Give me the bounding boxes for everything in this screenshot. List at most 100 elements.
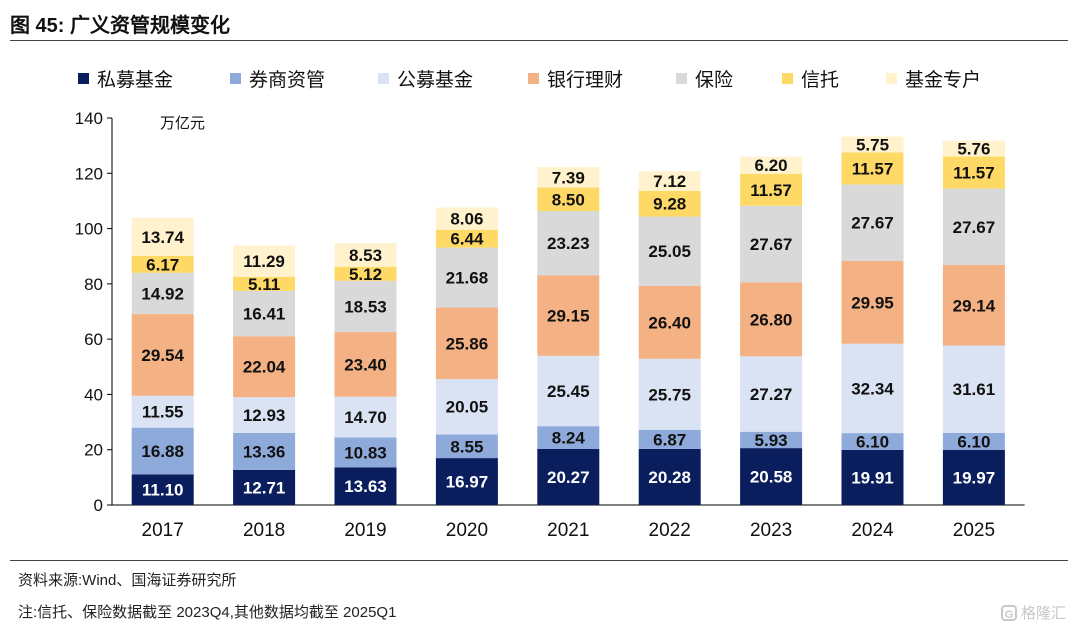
data-label: 20.27 <box>547 468 590 487</box>
data-label: 8.24 <box>552 429 586 448</box>
data-label: 19.97 <box>953 468 996 487</box>
data-label: 11.29 <box>243 252 285 271</box>
data-label: 25.86 <box>446 334 489 353</box>
watermark: G 格隆汇 <box>1000 602 1066 623</box>
data-label: 26.80 <box>750 310 793 329</box>
data-label: 29.54 <box>141 346 184 365</box>
legend-swatch <box>886 73 897 84</box>
bar-segment <box>334 243 397 267</box>
bar-segment <box>131 474 194 505</box>
x-tick-label: 2024 <box>851 520 894 541</box>
y-tick-label: 80 <box>84 275 103 294</box>
data-label: 5.11 <box>248 275 280 294</box>
x-tick-label: 2020 <box>446 520 488 541</box>
data-label: 20.28 <box>648 468 691 487</box>
data-label: 16.88 <box>141 442 184 461</box>
data-label: 6.10 <box>856 433 889 452</box>
y-tick-label: 20 <box>84 441 103 460</box>
data-label: 8.53 <box>349 246 382 265</box>
page-title: 图 45: 广义资管规模变化 <box>10 15 231 37</box>
legend-label: 基金专户 <box>905 69 981 91</box>
bar-segment <box>131 217 194 256</box>
unit-label: 万亿元 <box>160 115 205 132</box>
data-label: 5.93 <box>755 431 788 450</box>
bar-segment <box>942 140 1005 157</box>
bar-segment <box>740 173 803 206</box>
bar-segment <box>638 448 701 505</box>
data-label: 29.14 <box>953 296 996 315</box>
bar-segment <box>233 432 296 470</box>
bar-segment <box>841 449 904 505</box>
bar-segment <box>131 314 194 396</box>
data-label: 13.63 <box>344 477 387 496</box>
data-label: 25.75 <box>648 385 691 404</box>
legend-label: 信托 <box>801 69 839 91</box>
bar-segment <box>131 427 194 475</box>
bar-segment <box>334 280 397 333</box>
y-tick-label: 60 <box>84 330 103 349</box>
source-note: 资料来源:Wind、国海证券研究所 <box>18 572 237 589</box>
bar-segment <box>942 265 1005 346</box>
bar-segment <box>740 356 803 432</box>
bar-segment <box>233 397 296 433</box>
bar-segment <box>233 290 296 337</box>
data-label: 14.70 <box>344 408 387 427</box>
bar-segment <box>435 307 498 380</box>
bar-segment <box>537 355 600 427</box>
bar-segment <box>942 345 1005 433</box>
title-bar: 图 45: 广义资管规模变化 <box>10 0 1068 41</box>
bar-segment <box>841 136 904 153</box>
data-label: 11.57 <box>750 181 792 200</box>
bar-segment <box>841 184 904 261</box>
bar-segment <box>435 434 498 459</box>
data-label: 13.74 <box>141 228 184 247</box>
data-label: 22.04 <box>243 358 286 377</box>
bar-segment <box>740 205 803 283</box>
bar-segment <box>435 207 498 230</box>
x-tick-label: 2021 <box>547 520 589 541</box>
data-label: 32.34 <box>851 379 894 398</box>
legend-label: 银行理财 <box>547 69 623 91</box>
data-label: 12.71 <box>243 478 286 497</box>
data-label: 6.17 <box>146 255 179 274</box>
x-tick-label: 2018 <box>243 520 285 541</box>
watermark-text: 格隆汇 <box>1020 605 1066 622</box>
legend-swatch <box>528 73 539 84</box>
stacked-bar-chart: 0 20 40 60 80 100 120 140 万亿元 私募基金 券商资管 公募基金 银行理财 保险 信… <box>75 69 1025 541</box>
bar-segment <box>841 260 904 344</box>
data-label: 27.67 <box>851 214 894 233</box>
data-note: 注:信托、保险数据截至 2023Q4,其他数据均截至 2025Q1 <box>18 604 397 621</box>
bar-segment <box>537 187 600 212</box>
footer: 资料来源:Wind、国海证券研究所 注:信托、保险数据截至 2023Q4,其他数… <box>10 560 1068 621</box>
bar-segment <box>334 467 397 505</box>
data-label: 11.57 <box>852 159 894 178</box>
data-label: 27.67 <box>750 235 793 254</box>
x-tick-label: 2019 <box>344 520 386 541</box>
bar-segment <box>233 336 296 398</box>
y-tick-label: 100 <box>75 220 103 239</box>
bar-segment <box>740 448 803 505</box>
data-label: 8.50 <box>552 190 585 209</box>
legend-swatch <box>230 73 241 84</box>
data-label: 25.45 <box>547 382 590 401</box>
bar-segment <box>334 266 397 281</box>
bar-segment <box>435 458 498 505</box>
bar-segment <box>537 211 600 276</box>
bar-segment <box>233 245 296 277</box>
bar-segment <box>233 276 296 291</box>
x-tick-label: 2022 <box>649 520 691 541</box>
bar-segment <box>841 152 904 185</box>
data-label: 5.76 <box>957 140 990 159</box>
bar-segment <box>537 426 600 449</box>
bar-segment <box>131 255 194 273</box>
bar-segment <box>638 190 701 217</box>
y-tick-label: 140 <box>75 109 103 128</box>
data-label: 29.95 <box>851 293 894 312</box>
data-label: 27.67 <box>953 218 996 237</box>
x-tick-label: 2017 <box>142 520 184 541</box>
bar-segment <box>638 285 701 359</box>
data-label: 6.10 <box>957 432 990 451</box>
data-label: 13.36 <box>243 442 286 461</box>
legend-swatch <box>378 73 389 84</box>
y-tick-label: 40 <box>84 385 103 404</box>
